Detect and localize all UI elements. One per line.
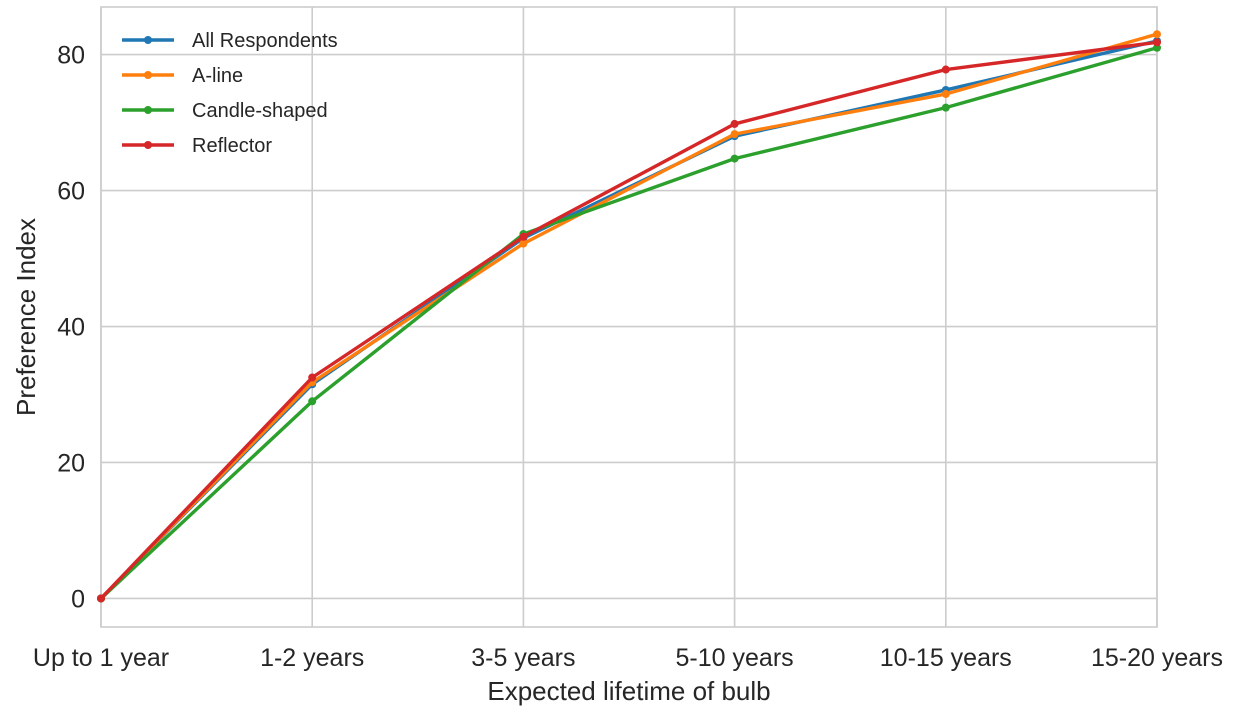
y-tick-label: 60 [57, 178, 85, 206]
x-tick-label: 3-5 years [471, 644, 575, 672]
x-tick-label: 15-20 years [1091, 644, 1223, 672]
series-line-reflector [99, 40, 1159, 601]
y-tick-label: 40 [57, 314, 85, 342]
y-tick-label: 80 [57, 42, 85, 70]
x-axis-label: Expected lifetime of bulb [487, 676, 770, 706]
data-point-candle-shaped [941, 103, 950, 112]
legend-label: Reflector [192, 135, 272, 157]
data-point-candle-shaped [730, 154, 739, 163]
legend-item: Reflector [122, 135, 272, 157]
data-point-reflector [730, 119, 739, 128]
series-line-candle-shaped [99, 46, 1159, 601]
data-point-reflector [308, 373, 317, 382]
x-tick-label: 5-10 years [676, 644, 794, 672]
legend-label: A-line [192, 65, 243, 87]
legend-marker [144, 71, 152, 79]
legend-marker [144, 141, 152, 149]
y-tick-label: 20 [57, 449, 85, 477]
data-point-candle-shaped [308, 397, 317, 406]
series-reflector [97, 38, 1161, 603]
data-point-reflector [519, 232, 528, 241]
data-point-reflector [97, 594, 105, 603]
tick-layer: Up to 1 year 1-2 years 3-5 years 5-10 years… [33, 42, 1223, 672]
series-line-a-line [99, 32, 1159, 601]
data-point-a-line [519, 239, 528, 248]
legend-label: Candle-shaped [192, 100, 328, 122]
legend-item: Candle-shaped [122, 100, 328, 122]
legend: All Respondents A-line Candle-shaped Reflec… [122, 30, 338, 157]
plot-frame [100, 6, 1158, 628]
legend-label: All Respondents [192, 30, 338, 52]
data-point-a-line [1153, 30, 1161, 39]
y-tick-label: 0 [71, 585, 85, 613]
legend-item: All Respondents [122, 30, 338, 52]
legend-marker [144, 36, 152, 44]
series-layer [97, 30, 1161, 603]
data-point-reflector [941, 65, 950, 74]
data-point-a-line [730, 130, 739, 139]
data-point-a-line [941, 90, 950, 99]
legend-marker [144, 106, 152, 114]
x-tick-label: Up to 1 year [33, 644, 169, 672]
x-tick-label: 1-2 years [260, 644, 364, 672]
data-point-reflector [1153, 38, 1161, 47]
x-tick-label: 10-15 years [880, 644, 1012, 672]
y-axis-label: Preference Index [11, 218, 41, 416]
series-candle-shaped [97, 43, 1161, 603]
legend-item: A-line [122, 65, 243, 87]
series-line-all-respondents [99, 39, 1159, 601]
